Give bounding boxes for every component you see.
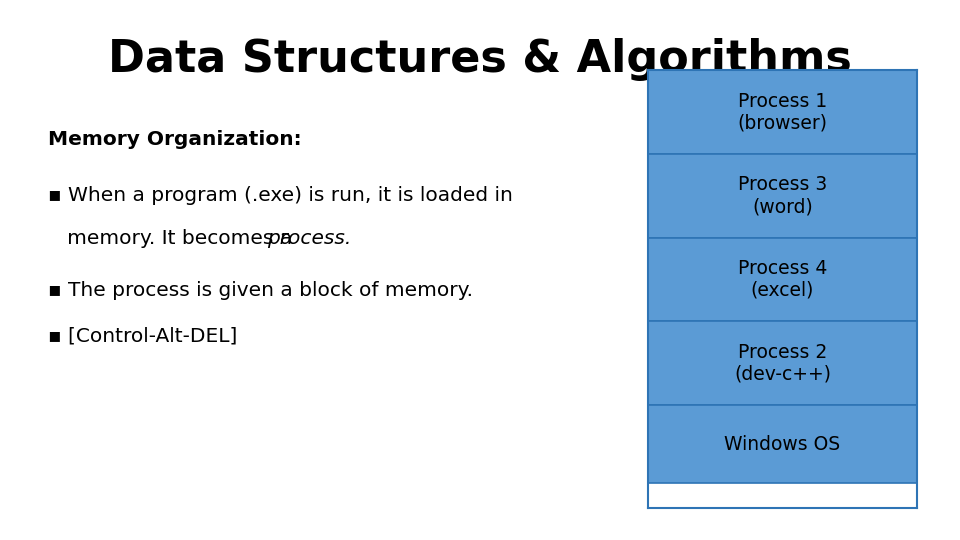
Bar [648,154,917,238]
Bar [648,321,917,405]
Text: Memory Organization:: Memory Organization: [48,130,301,148]
Text: Process 3
(word): Process 3 (word) [738,176,827,216]
Bar [648,70,917,154]
Text: ▪ [Control-Alt-DEL]: ▪ [Control-Alt-DEL] [48,327,237,346]
Text: ▪ When a program (.exe) is run, it is loaded in: ▪ When a program (.exe) is run, it is lo… [48,186,513,205]
Bar [648,405,917,483]
Text: Process 2
(dev-c++): Process 2 (dev-c++) [733,343,831,383]
Text: Data Structures & Algorithms: Data Structures & Algorithms [108,38,852,81]
Text: process.: process. [267,230,351,248]
Text: ▪ The process is given a block of memory.: ▪ The process is given a block of memory… [48,281,473,300]
Text: Process 4
(excel): Process 4 (excel) [737,259,828,300]
Bar [648,238,917,321]
Text: Windows OS: Windows OS [725,435,840,454]
Text: memory. It becomes a: memory. It becomes a [48,230,299,248]
Text: Process 1
(browser): Process 1 (browser) [737,92,828,132]
